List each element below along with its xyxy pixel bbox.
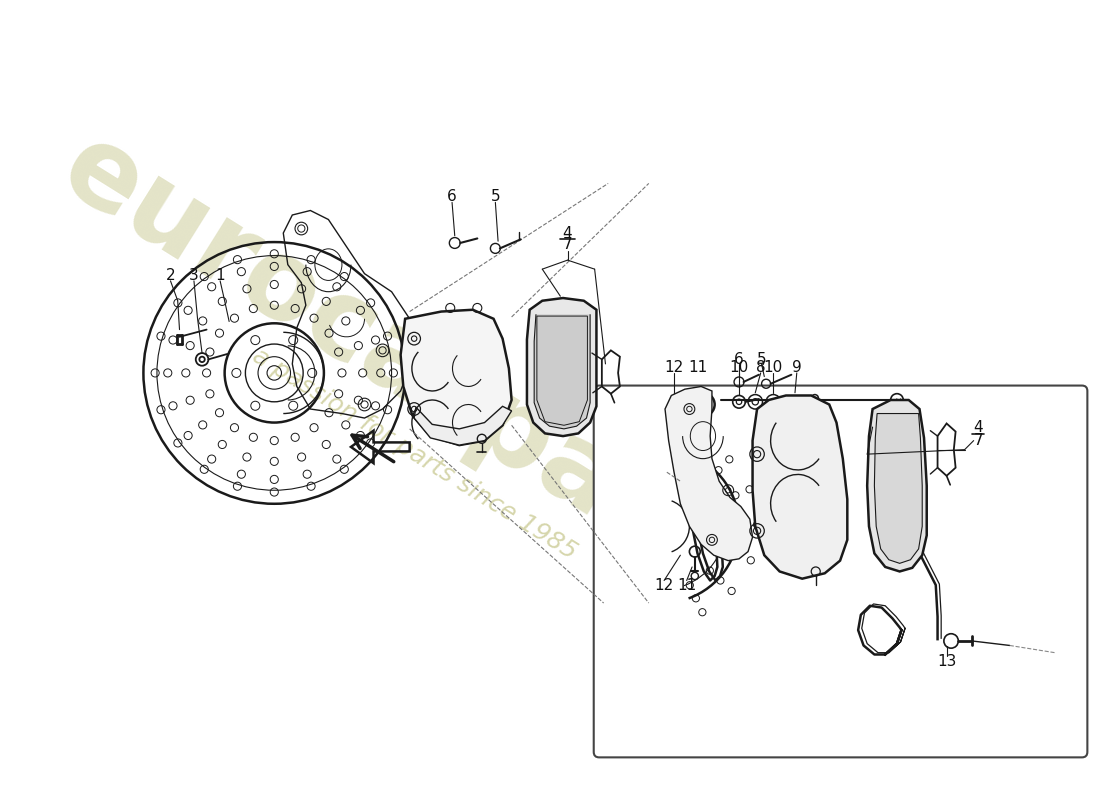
Text: 7: 7: [974, 433, 983, 448]
Text: 3: 3: [189, 268, 199, 283]
Text: 6: 6: [448, 190, 456, 205]
Text: eurocarparts: eurocarparts: [42, 113, 786, 633]
Polygon shape: [400, 310, 512, 445]
Polygon shape: [675, 418, 694, 452]
Text: 4: 4: [974, 419, 983, 434]
Text: 1: 1: [216, 268, 224, 283]
Text: 5: 5: [491, 190, 501, 205]
Polygon shape: [666, 386, 752, 561]
Polygon shape: [535, 314, 590, 429]
Polygon shape: [867, 400, 926, 571]
Polygon shape: [537, 316, 587, 426]
Text: 12: 12: [654, 578, 673, 593]
Text: 8: 8: [756, 360, 766, 375]
Text: 6: 6: [734, 352, 744, 367]
Text: 11: 11: [678, 578, 696, 593]
Polygon shape: [527, 298, 596, 436]
Text: 5: 5: [757, 352, 767, 367]
Text: a passion for parts since 1985: a passion for parts since 1985: [248, 344, 581, 565]
Text: 10: 10: [763, 360, 783, 375]
Text: 7: 7: [563, 238, 572, 252]
Text: 11: 11: [689, 360, 708, 375]
FancyBboxPatch shape: [594, 386, 1088, 758]
Polygon shape: [874, 414, 922, 563]
Polygon shape: [414, 406, 512, 445]
Text: 2: 2: [166, 268, 175, 283]
Text: 9: 9: [792, 360, 802, 375]
Text: 4: 4: [563, 226, 572, 241]
FancyArrowPatch shape: [352, 435, 394, 462]
Text: 13: 13: [937, 654, 956, 670]
Text: 10: 10: [729, 360, 749, 375]
Polygon shape: [752, 395, 847, 578]
Text: 12: 12: [664, 360, 684, 375]
